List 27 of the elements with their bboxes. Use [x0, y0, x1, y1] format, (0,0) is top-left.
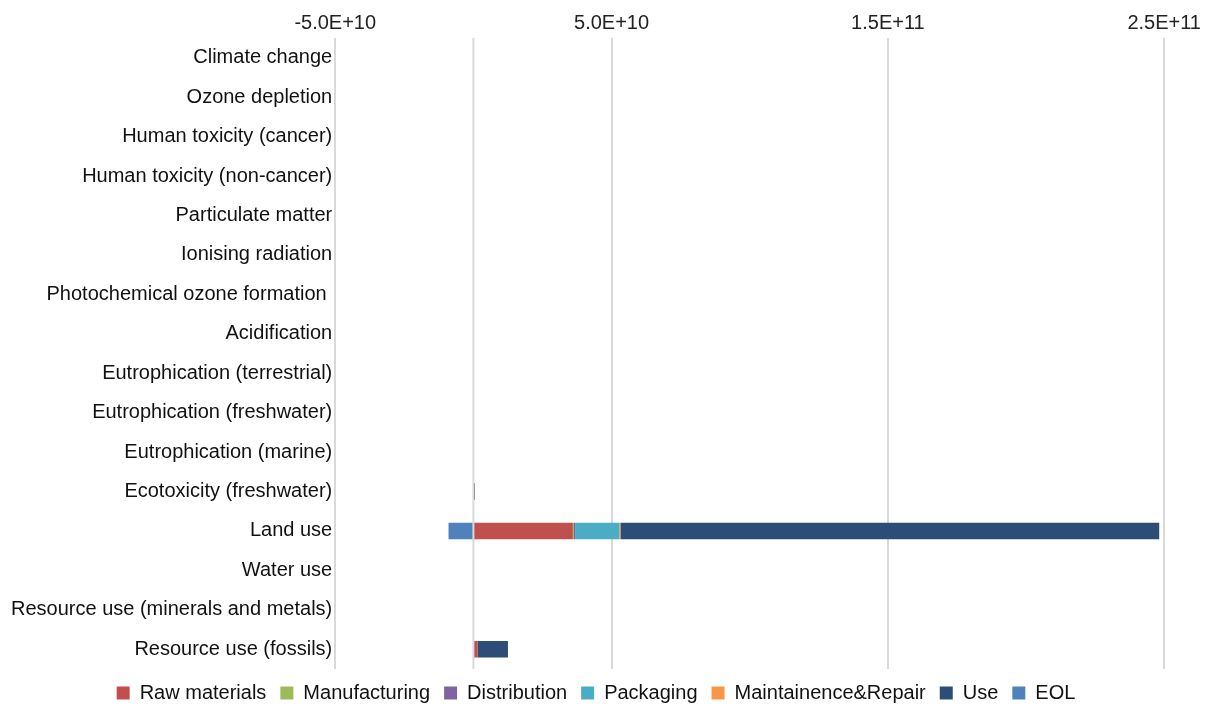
y-tick-label: Land use — [249, 518, 333, 541]
y-tick-label: Water use — [241, 557, 333, 580]
y-tick-label: Ozone depletion — [186, 84, 333, 107]
y-tick-label: Eutrophication (terrestrial) — [102, 360, 333, 383]
x-tick-label: 5.0E+10 — [574, 10, 650, 33]
y-tick-label: Ionising radiation — [181, 242, 333, 265]
y-tick-label: Human toxicity (cancer) — [122, 124, 333, 147]
y-tick-label: Resource use (minerals and metals) — [10, 597, 333, 620]
y-tick-label: Ecotoxicity (freshwater) — [124, 479, 333, 502]
y-tick-label: Particulate matter — [175, 202, 333, 225]
legend-label: Raw materials — [139, 680, 267, 703]
y-tick-label: Human toxicity (non-cancer) — [82, 163, 333, 186]
y-tick-label: Climate change — [193, 45, 333, 68]
legend-label: EOL — [1035, 680, 1076, 703]
x-tick-label: 1.5E+11 — [851, 10, 925, 33]
y-tick-label: Resource use (fossils) — [134, 636, 333, 659]
legend-label: Manufacturing — [303, 680, 431, 703]
y-tick-label: Eutrophication (freshwater) — [92, 400, 333, 423]
legend-label: Distribution — [467, 680, 568, 703]
legend-label: Maintainence&Repair — [734, 680, 927, 703]
x-tick-label: -5.0E+10 — [294, 10, 377, 33]
y-tick-label: Eutrophication (marine) — [124, 439, 333, 462]
y-tick-label: Acidification — [225, 321, 333, 344]
legend-label: Packaging — [604, 680, 698, 703]
y-tick-label: Photochemical ozone formation — [46, 281, 333, 304]
legend-label: Use — [962, 680, 999, 703]
x-tick-label: 2.5E+11 — [1127, 10, 1201, 33]
